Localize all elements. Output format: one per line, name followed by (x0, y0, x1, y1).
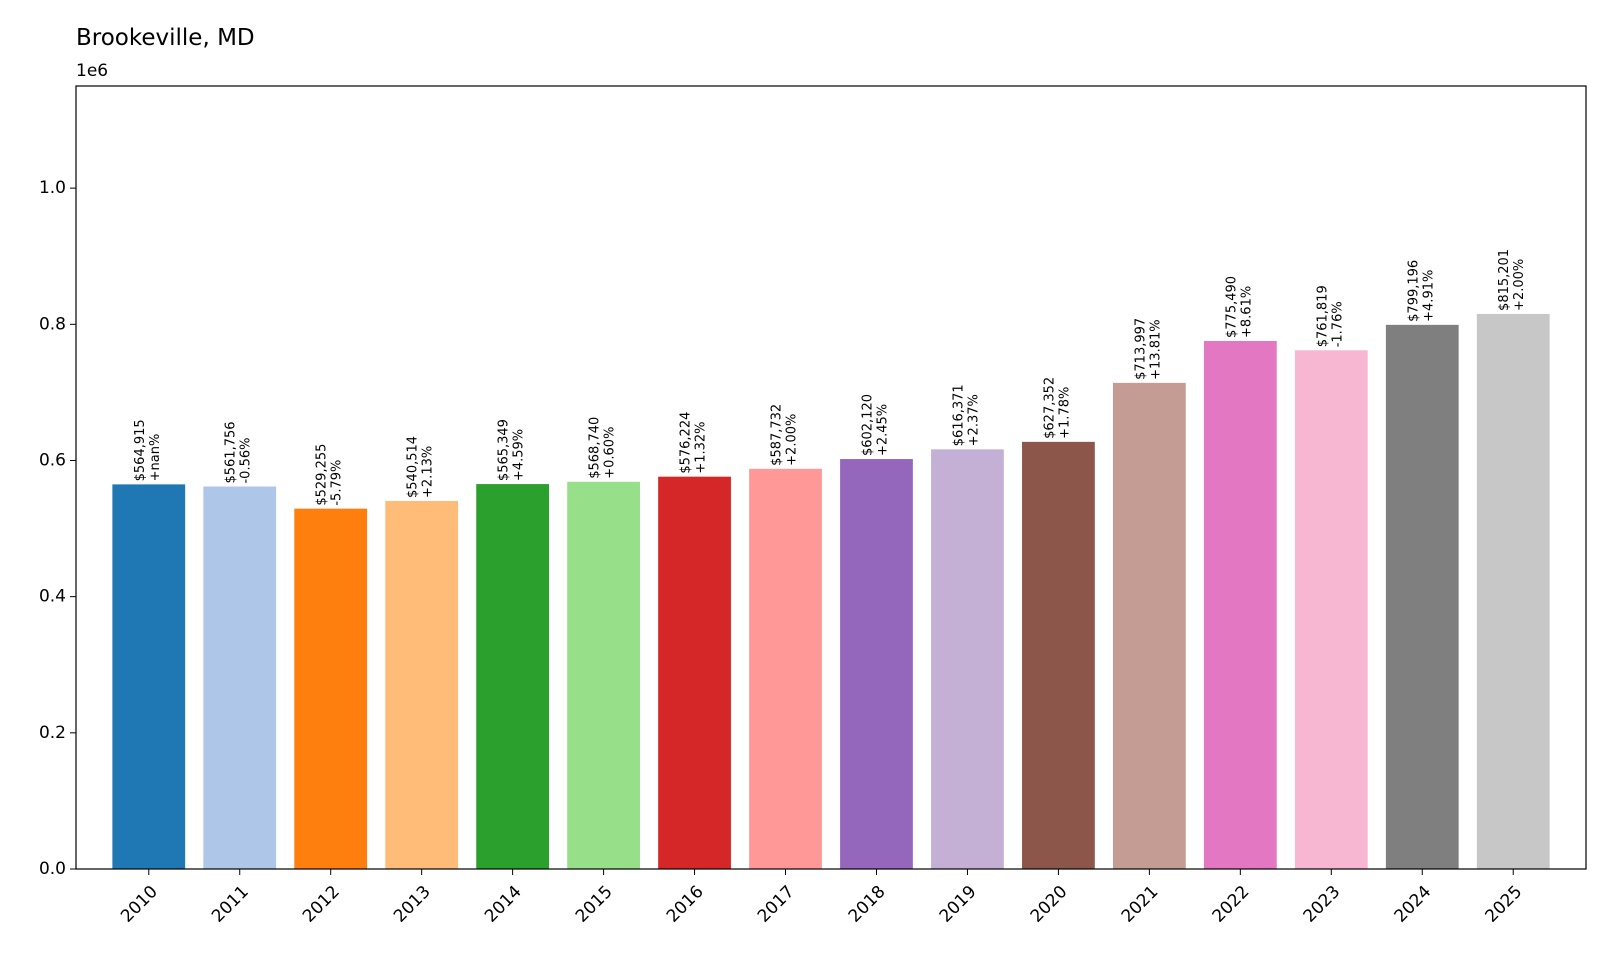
bar-label-2014: $565,349+4.59% (497, 419, 527, 481)
bar-label-2022: $775,490+8.61% (1224, 276, 1254, 338)
x-tick-label-2012: 2012 (299, 882, 344, 927)
chart-title: Brookeville, MD (76, 25, 255, 51)
bar-change-label: +2.00% (1512, 259, 1527, 311)
bar-value-label: $761,819 (1315, 285, 1330, 347)
bar-value-label: $799,196 (1406, 260, 1421, 322)
x-tick-label-2025: 2025 (1482, 882, 1527, 927)
bar-change-label: +13.81% (1148, 319, 1163, 379)
bar-value-label: $568,740 (588, 417, 603, 479)
bar-2021 (1112, 382, 1186, 869)
bar-value-label: $561,756 (224, 421, 239, 483)
plot-frame (75, 85, 1587, 870)
bar-2015 (567, 481, 640, 869)
bar-label-2012: $529,255-5.79% (315, 444, 345, 506)
bar-2025 (1476, 313, 1550, 869)
bar-change-label: +2.37% (966, 394, 981, 446)
x-tick-label-2016: 2016 (663, 882, 708, 927)
bar-2018 (840, 459, 913, 869)
bar-change-label: +4.59% (512, 429, 527, 481)
x-tick-label-2011: 2011 (208, 882, 253, 927)
bar-change-label: +2.45% (875, 404, 890, 456)
bar-labels-group: $564,915+nan% $561,756-0.56% $529,255-5.79… (133, 249, 1527, 506)
bar-value-label: $540,514 (406, 436, 421, 498)
bar-change-label: +0.60% (603, 427, 618, 479)
bar-value-label: $529,255 (315, 444, 330, 506)
y-tick-label: 0.6 (39, 450, 66, 470)
y-tick-label: 0.2 (39, 723, 66, 743)
bar-value-label: $713,997 (1133, 318, 1148, 380)
bar-2019 (931, 449, 1004, 869)
bar-2020 (1022, 441, 1095, 869)
y-tick-label: 0.8 (39, 314, 66, 334)
bar-2023 (1294, 350, 1368, 869)
bar-value-label: $602,120 (860, 394, 875, 456)
bar-value-label: $565,349 (497, 419, 512, 481)
bar-value-label: $576,224 (679, 412, 694, 474)
x-tick-label-2010: 2010 (117, 882, 162, 927)
bar-value-label: $775,490 (1224, 276, 1239, 338)
bar-2010 (112, 484, 186, 869)
bar-value-label: $564,915 (133, 419, 148, 481)
bar-value-label: $616,371 (951, 384, 966, 446)
bar-2013 (385, 500, 459, 869)
bar-label-2015: $568,740+0.60% (588, 417, 618, 479)
bar-change-label: +1.32% (694, 421, 709, 473)
bar-change-label: -1.76% (1330, 301, 1345, 347)
x-tick-label-2017: 2017 (754, 882, 799, 927)
bar-value-label: $627,352 (1042, 377, 1057, 439)
bar-2016 (658, 476, 731, 869)
x-tick-label-2023: 2023 (1300, 882, 1345, 927)
bar-change-label: +nan% (148, 434, 163, 482)
bar-2014 (476, 484, 550, 869)
bar-label-2021: $713,997+13.81% (1133, 318, 1163, 380)
bar-value-label: $815,201 (1497, 249, 1512, 311)
bar-value-label: $587,732 (770, 404, 785, 466)
bar-2022 (1203, 340, 1277, 870)
bar-label-2016: $576,224+1.32% (679, 412, 709, 474)
x-tick-label-2020: 2020 (1027, 882, 1072, 927)
bar-label-2018: $602,120+2.45% (860, 394, 890, 456)
bar-label-2010: $564,915+nan% (133, 419, 163, 481)
x-tick-label-2018: 2018 (845, 882, 890, 927)
bar-change-label: +2.00% (785, 414, 800, 466)
bar-label-2017: $587,732+2.00% (770, 404, 800, 466)
y-tick-label: 0.4 (39, 587, 66, 607)
bar-2017 (749, 468, 822, 869)
bar-label-2011: $561,756-0.56% (224, 421, 254, 483)
y-tick-label: 1.0 (39, 178, 66, 198)
y-tick-label: 0.0 (39, 859, 66, 879)
y-axis: 0.0 0.2 0.4 0.6 0.8 1.0 (39, 178, 76, 879)
x-tick-label-2013: 2013 (390, 882, 435, 927)
bar-label-2024: $799,196+4.91% (1406, 260, 1436, 322)
bar-label-2025: $815,201+2.00% (1497, 249, 1527, 311)
x-tick-label-2014: 2014 (481, 882, 526, 927)
x-tick-label-2019: 2019 (936, 882, 981, 927)
y-axis-offset-label: 1e6 (76, 61, 108, 81)
x-tick-label-2024: 2024 (1391, 882, 1436, 927)
x-tick-label-2021: 2021 (1118, 882, 1163, 927)
bar-change-label: +1.78% (1057, 387, 1072, 439)
bar-change-label: +4.91% (1421, 270, 1436, 322)
bar-change-label: -5.79% (330, 460, 345, 506)
bar-2011 (203, 486, 277, 869)
x-tick-label-2022: 2022 (1209, 882, 1254, 927)
bars-group (112, 313, 1550, 870)
x-axis: 2010 2011 2012 2013 2014 2015 2016 2017 2018 2019… (117, 869, 1526, 927)
bar-change-label: +8.61% (1239, 286, 1254, 338)
x-tick-label-2015: 2015 (572, 882, 617, 927)
bar-label-2023: $761,819-1.76% (1315, 285, 1345, 347)
bar-label-2013: $540,514+2.13% (406, 436, 436, 498)
bar-change-label: +2.13% (421, 446, 436, 498)
bar-2012 (294, 508, 368, 869)
bar-label-2019: $616,371+2.37% (951, 384, 981, 446)
bar-change-label: -0.56% (239, 438, 254, 484)
bar-label-2020: $627,352+1.78% (1042, 377, 1072, 439)
bar-2024 (1385, 324, 1459, 869)
